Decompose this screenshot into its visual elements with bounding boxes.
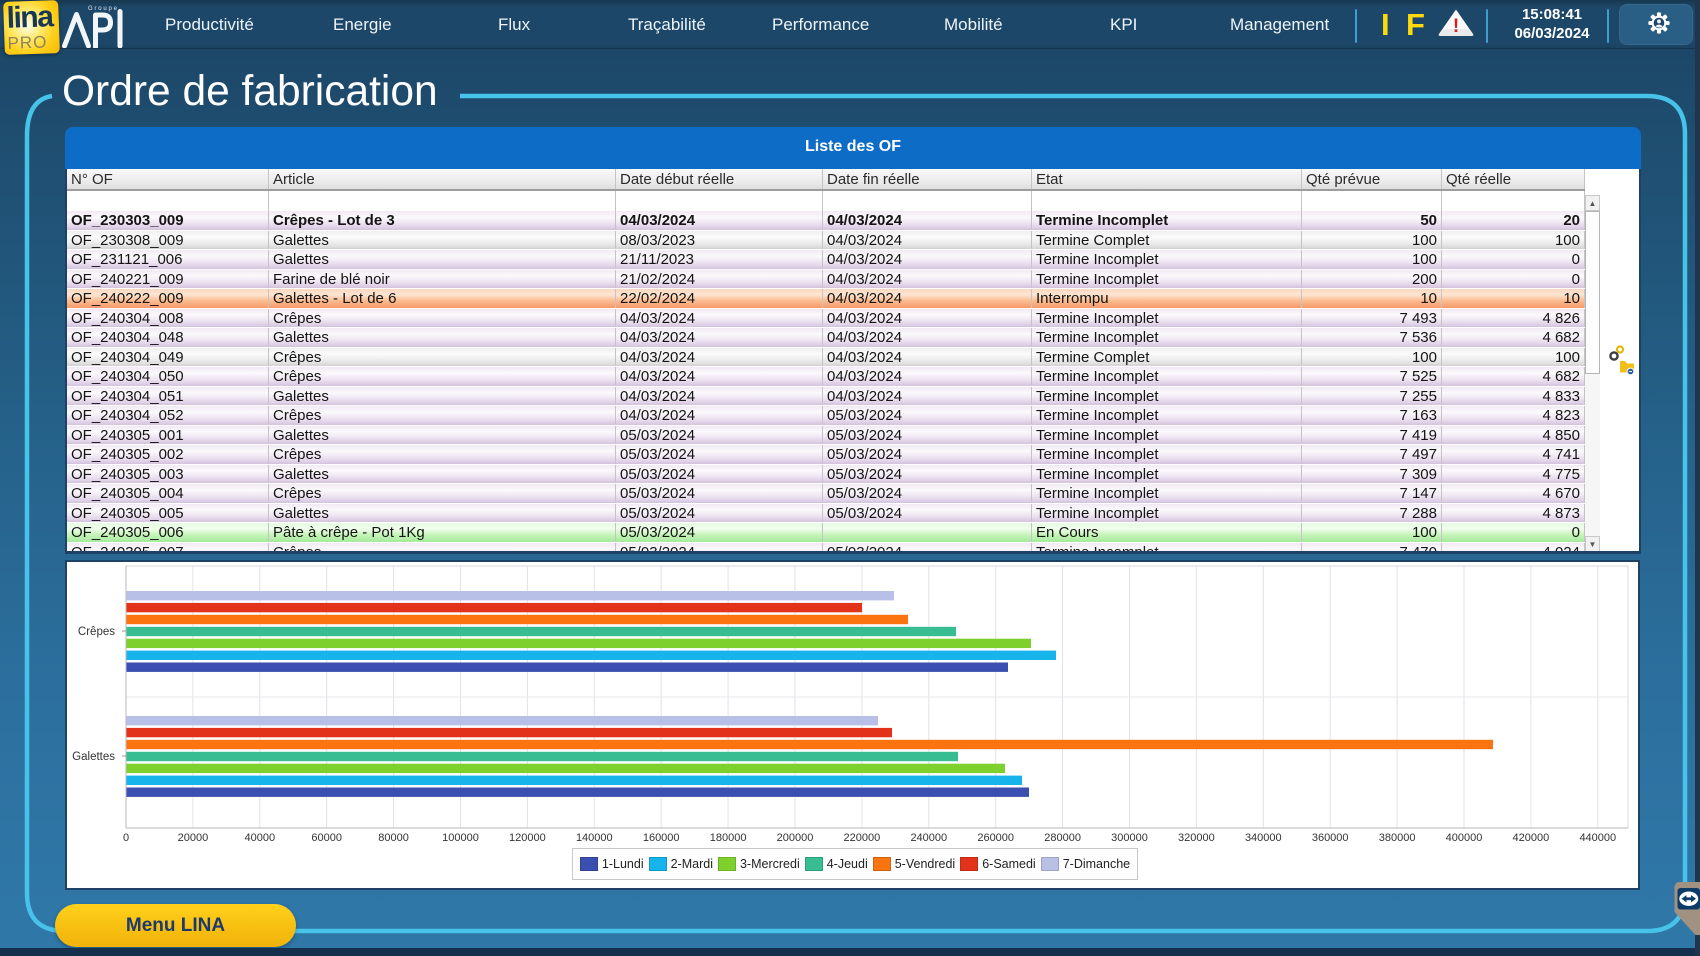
svg-text:20000: 20000: [178, 832, 209, 844]
svg-text:280000: 280000: [1044, 832, 1081, 844]
svg-text:160000: 160000: [643, 832, 680, 844]
svg-text:120000: 120000: [509, 832, 546, 844]
svg-text:300000: 300000: [1111, 832, 1148, 844]
svg-text:260000: 260000: [977, 832, 1014, 844]
svg-text:180000: 180000: [710, 832, 747, 844]
svg-text:380000: 380000: [1379, 832, 1416, 844]
svg-text:420000: 420000: [1513, 832, 1550, 844]
svg-text:440000: 440000: [1579, 832, 1616, 844]
svg-text:Groupe: Groupe: [88, 6, 119, 12]
svg-text:100000: 100000: [442, 832, 479, 844]
svg-text:80000: 80000: [378, 832, 409, 844]
svg-text:320000: 320000: [1178, 832, 1215, 844]
svg-text:400000: 400000: [1446, 832, 1483, 844]
svg-text:360000: 360000: [1312, 832, 1349, 844]
svg-text:60000: 60000: [311, 832, 342, 844]
svg-text:40000: 40000: [245, 832, 276, 844]
svg-text:!: !: [1453, 16, 1459, 37]
svg-text:140000: 140000: [576, 832, 613, 844]
svg-text:0: 0: [123, 832, 129, 844]
svg-text:240000: 240000: [910, 832, 947, 844]
svg-text:Galettes: Galettes: [72, 751, 115, 763]
svg-text:200000: 200000: [777, 832, 814, 844]
svg-text:340000: 340000: [1245, 832, 1282, 844]
svg-text:Crêpes: Crêpes: [78, 626, 115, 638]
svg-text:220000: 220000: [844, 832, 881, 844]
